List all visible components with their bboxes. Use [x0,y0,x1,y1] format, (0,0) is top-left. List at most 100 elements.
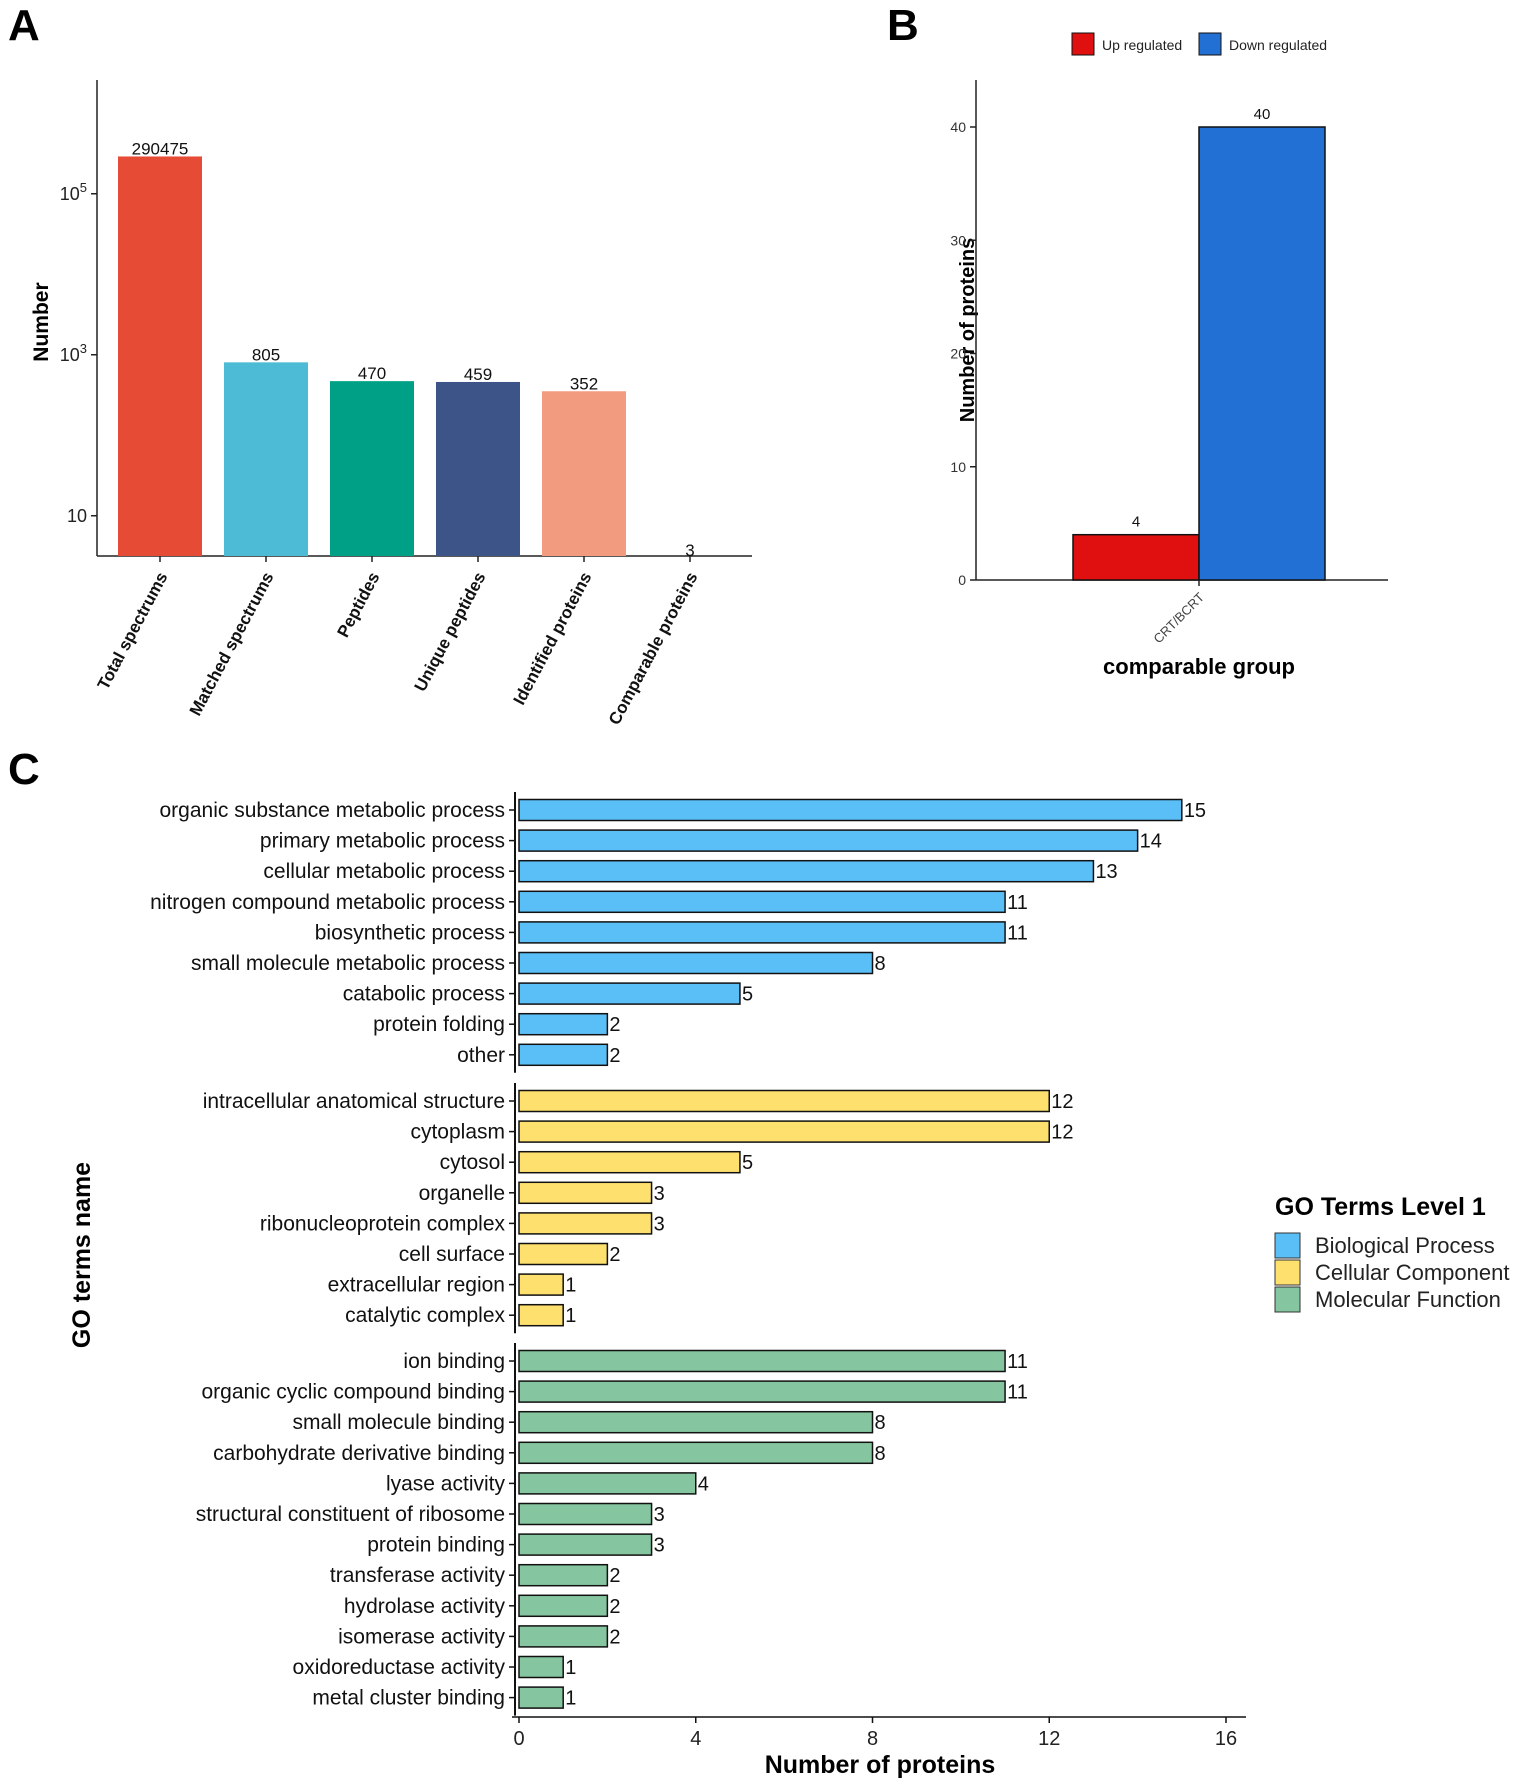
chart-c-value-label: 3 [654,1183,665,1205]
chart-b-legend-swatch-up-regulated [1071,32,1095,56]
chart-b-ylabel: Number of proteins [957,238,979,422]
chart-c-value-label: 2 [609,1014,620,1036]
chart-a-ytick-label: 10 [67,506,87,526]
chart-c-bar-protein-binding [518,1533,653,1556]
chart-c-bar-transferase-activity [518,1563,609,1587]
chart-c-xtick-label: 12 [1038,1728,1060,1750]
chart-a-ytick-label: 103 [60,341,87,365]
chart-c-ytick-label: protein binding [367,1534,505,1557]
chart-c-bar-small-molecule-metabolic-process [518,951,874,975]
chart-c-ytick-label: organic cyclic compound binding [201,1381,505,1404]
chart-c-legend-swatch-molecular-function [1274,1286,1301,1313]
chart-c-ytick-label: cell surface [399,1243,505,1266]
chart-c-value-label: 11 [1007,1382,1028,1404]
chart-c-bar-catalytic-complex [518,1303,564,1327]
chart-c-xlabel: Number of proteins [765,1751,996,1779]
chart-b-bar-down-regulated [1198,126,1326,581]
chart-a-value-label: 805 [252,345,280,364]
chart-a-value-label: 352 [570,374,598,393]
chart-c-value-label: 1 [565,1275,576,1297]
chart-c-value-label: 13 [1095,861,1117,883]
chart-c-bar-cellular-metabolic-process [518,859,1095,883]
chart-c-value-label: 3 [654,1504,665,1526]
chart-c: GO terms name Number of proteins GO Term… [68,792,1509,1779]
chart-c-bar-nitrogen-compound-metabolic-process [518,890,1006,914]
chart-b-ytick-label: 40 [950,119,966,135]
chart-c-ytick-label: cytoplasm [410,1121,505,1144]
chart-b-xtick-label: CRT/BCRT [1150,589,1207,646]
chart-b-value-label: 40 [1254,106,1271,123]
chart-a-xtick-label: Matched spectrums [186,569,278,719]
panel-label-a: A [8,1,40,50]
chart-b-ytick-label: 30 [950,232,966,248]
chart-b-ytick-label: 10 [950,459,966,475]
chart-c-bar-extracellular-region [518,1273,564,1296]
chart-c-legend-title: GO Terms Level 1 [1275,1193,1486,1221]
chart-c-value-label: 2 [609,1045,620,1067]
chart-c-bar-ribonucleoprotein-complex [518,1212,653,1235]
chart-a-xtick-label: Total spectrums [94,569,172,693]
chart-c-value-label: 2 [609,1565,620,1587]
chart-c-bar-protein-folding [518,1012,609,1036]
chart-c-value-label: 1 [565,1305,576,1327]
chart-c-xtick-label: 16 [1215,1728,1237,1750]
chart-c-ytick-label: extracellular region [328,1274,505,1297]
chart-a-value-label: 459 [464,365,492,384]
chart-c-xtick-label: 4 [690,1728,701,1750]
chart-c-bar-hydrolase-activity [518,1594,609,1618]
chart-c-ytick-label: primary metabolic process [260,830,505,853]
chart-c-bar-cytoplasm [518,1120,1050,1143]
chart-c-legend-label: Cellular Component [1315,1260,1509,1285]
chart-c-value-label: 15 [1184,800,1206,822]
chart-c-ytick-label: intracellular anatomical structure [203,1090,505,1113]
chart-c-value-label: 8 [875,953,886,975]
chart-a-bar-unique-peptides [436,381,520,556]
chart-b: Number of proteins comparable group 0 10 2… [950,32,1388,679]
chart-c-value-label: 1 [565,1657,576,1679]
chart-c-value-label: 8 [875,1443,886,1465]
chart-c-bar-cytosol [518,1150,741,1174]
chart-c-ytick-label: catalytic complex [345,1304,505,1327]
chart-c-value-label: 3 [654,1535,665,1557]
chart-c-bar-cell-surface [518,1242,609,1266]
chart-c-bar-isomerase-activity [518,1625,609,1648]
chart-c-ytick-label: organelle [419,1182,505,1205]
chart-c-value-label: 14 [1140,831,1162,853]
chart-c-ytick-label: metal cluster binding [312,1687,505,1710]
chart-c-bar-metal-cluster-binding [518,1686,564,1709]
chart-c-ytick-label: small molecule metabolic process [191,952,505,975]
chart-c-xtick-label: 0 [513,1728,524,1750]
chart-c-bar-ion-binding [518,1349,1006,1373]
chart-c-ytick-label: organic substance metabolic process [159,799,505,822]
chart-c-ytick-label: lyase activity [386,1472,506,1495]
chart-c-bar-organic-cyclic-compound-binding [518,1380,1006,1403]
chart-c-ytick-label: isomerase activity [338,1625,505,1648]
chart-c-bar-lyase-activity [518,1472,697,1495]
chart-b-value-label: 4 [1132,514,1140,531]
chart-b-legend-label: Up regulated [1102,37,1182,53]
chart-b-bar-up-regulated [1072,533,1200,581]
chart-c-value-label: 2 [609,1596,620,1618]
panel-label-b: B [887,1,919,50]
chart-c-bar-small-molecule-binding [518,1410,874,1434]
chart-c-ytick-label: small molecule binding [293,1411,505,1434]
chart-c-bar-other [518,1043,609,1067]
chart-b-ytick-label: 0 [958,572,966,588]
chart-c-value-label: 11 [1007,1351,1028,1373]
chart-c-value-label: 2 [609,1244,620,1266]
chart-a-value-label: 290475 [132,139,189,158]
chart-c-value-label: 4 [698,1473,709,1495]
chart-c-value-label: 11 [1007,922,1028,944]
chart-c-bar-carbohydrate-derivative-binding [518,1441,874,1465]
chart-c-bar-primary-metabolic-process [518,829,1139,852]
chart-a: Number 10 103 105 290475 Total spectrums 805 M… [30,80,752,728]
chart-c-legend-label: Molecular Function [1315,1287,1501,1312]
chart-c-ytick-label: transferase activity [330,1564,506,1587]
chart-a-bar-peptides [330,381,414,556]
chart-c-value-label: 2 [609,1626,620,1648]
chart-a-bar-total-spectrums [118,156,202,557]
chart-c-value-label: 8 [875,1412,886,1434]
chart-c-ytick-label: protein folding [373,1013,505,1036]
chart-b-xlabel: comparable group [1103,654,1295,679]
chart-a-value-label: 470 [358,364,386,383]
